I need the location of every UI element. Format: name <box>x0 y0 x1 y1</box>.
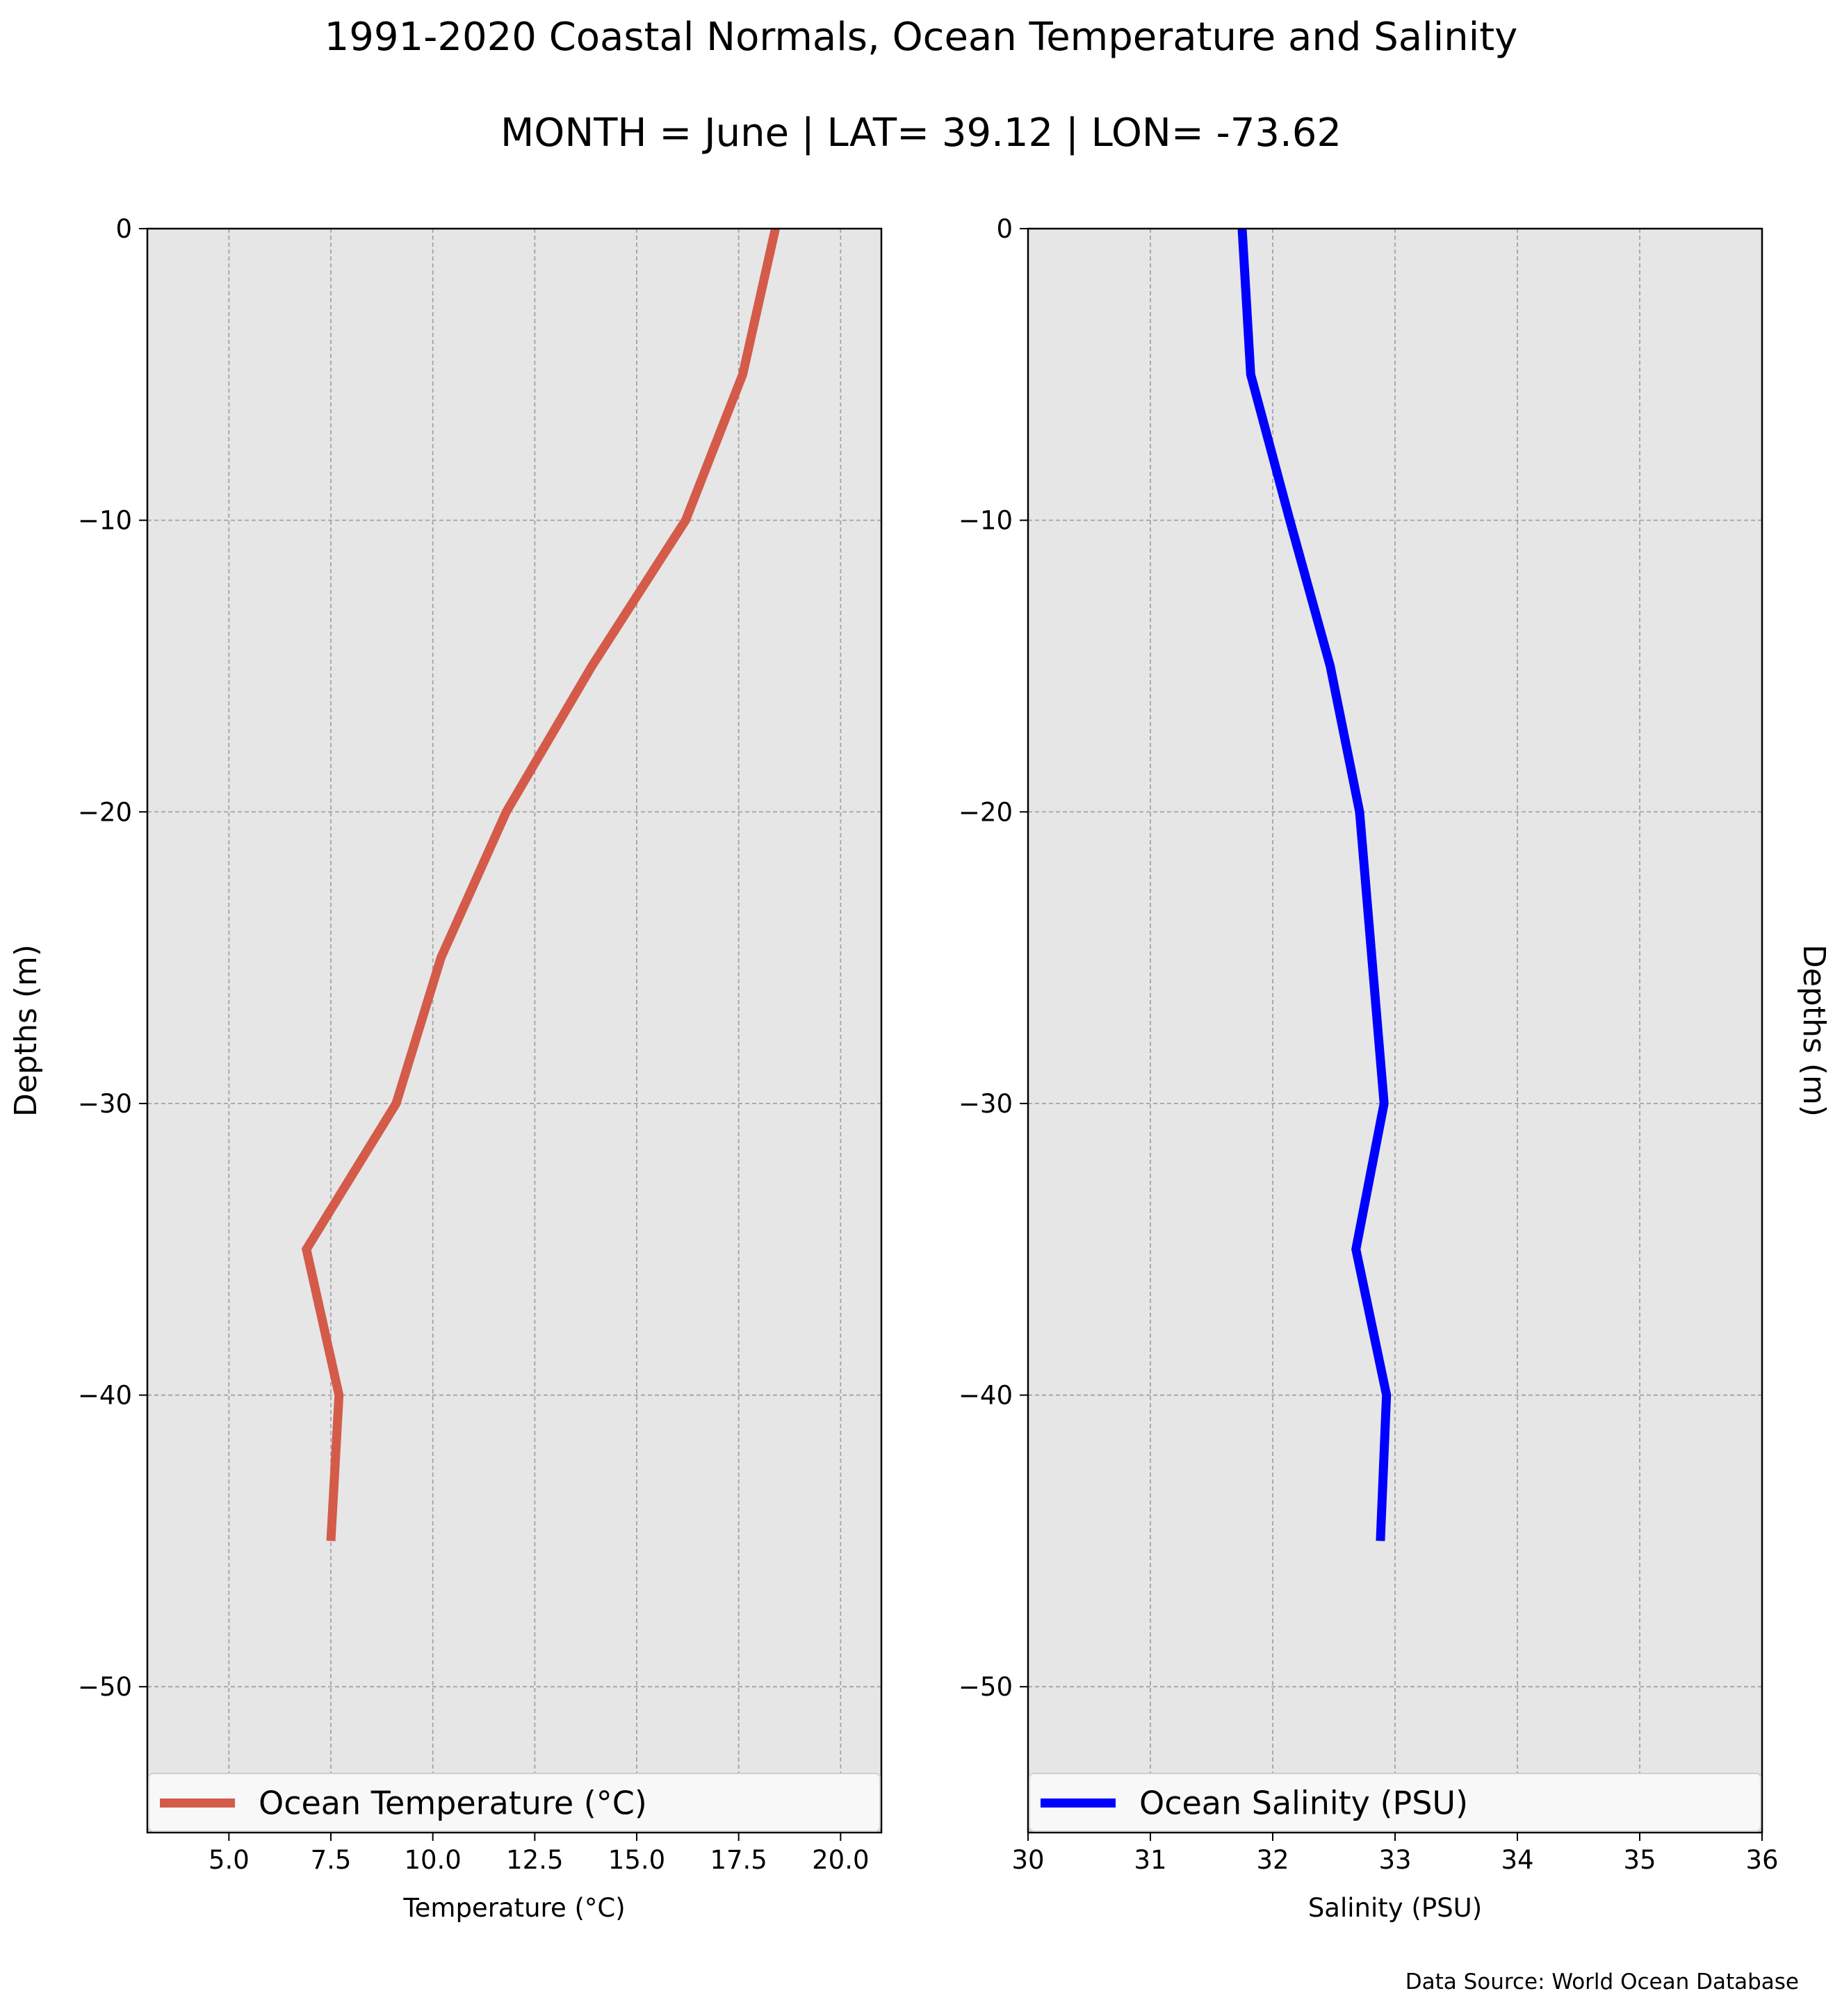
salinity-x-tick-label: 32 <box>1256 1845 1289 1875</box>
temperature-y-tick-label: −40 <box>78 1381 132 1411</box>
salinity-profile-panel: 30 31 32 33 34 35 36 0 −10 −20 −30 −40 −50 Salinity (… <box>959 214 1832 1923</box>
salinity-legend-label: Ocean Salinity (PSU) <box>1139 1785 1468 1822</box>
salinity-x-tick-label: 34 <box>1501 1845 1533 1875</box>
temperature-x-tick-label: 17.5 <box>710 1845 767 1875</box>
temperature-axes-frame <box>146 227 883 1834</box>
temperature-y-tick-label: 0 <box>115 214 132 244</box>
temperature-x-axis-label: Temperature (°C) <box>402 1893 625 1923</box>
salinity-x-axis-label: Salinity (PSU) <box>1308 1893 1482 1923</box>
temperature-x-tick-label: 12.5 <box>506 1845 563 1875</box>
salinity-y-tick-label: 0 <box>996 214 1013 244</box>
temperature-profile-panel: 5.0 7.5 10.0 12.5 15.0 17.5 20.0 0 −10 −20 −30 −40 −… <box>8 214 883 1923</box>
temperature-x-tick-label: 15.0 <box>608 1845 665 1875</box>
temperature-y-axis-label: Depths (m) <box>8 944 44 1117</box>
salinity-y-axis-label: Depths (m) <box>1796 944 1832 1117</box>
salinity-y-tick-label: −10 <box>959 506 1013 536</box>
salinity-x-tick-label: 33 <box>1378 1845 1411 1875</box>
temperature-x-tick-label: 20.0 <box>812 1845 869 1875</box>
temperature-legend-label: Ocean Temperature (°C) <box>259 1785 647 1822</box>
temperature-profile-line <box>301 227 780 1541</box>
temperature-y-tick-label: −50 <box>78 1672 132 1702</box>
salinity-x-tick-label: 30 <box>1011 1845 1044 1875</box>
data-source-note: Data Source: World Ocean Database <box>1405 1969 1799 1994</box>
salinity-y-tick-label: −30 <box>959 1089 1013 1119</box>
salinity-legend <box>1029 1773 1761 1832</box>
salinity-y-tick-label: −40 <box>959 1381 1013 1411</box>
salinity-y-tick-label: −20 <box>959 797 1013 827</box>
salinity-x-tick-label: 36 <box>1745 1845 1778 1875</box>
temperature-x-tick-label: 7.5 <box>311 1845 352 1875</box>
figure-title: 1991-2020 Coastal Normals, Ocean Tempera… <box>325 15 1518 60</box>
temperature-y-tick-label: −20 <box>78 797 132 827</box>
figure-subtitle: MONTH = June | LAT= 39.12 | LON= -73.62 <box>500 110 1342 156</box>
temperature-legend <box>148 1773 881 1832</box>
temperature-y-tick-label: −10 <box>78 506 132 536</box>
temperature-y-tick-label: −30 <box>78 1089 132 1119</box>
temperature-x-tick-label: 5.0 <box>209 1845 250 1875</box>
temperature-plot-area <box>147 229 881 1833</box>
temperature-x-tick-label: 10.0 <box>404 1845 461 1875</box>
salinity-y-tick-label: −50 <box>959 1672 1013 1702</box>
salinity-x-tick-label: 35 <box>1623 1845 1656 1875</box>
salinity-profile-line <box>1237 228 1392 1541</box>
salinity-x-tick-label: 31 <box>1134 1845 1166 1875</box>
